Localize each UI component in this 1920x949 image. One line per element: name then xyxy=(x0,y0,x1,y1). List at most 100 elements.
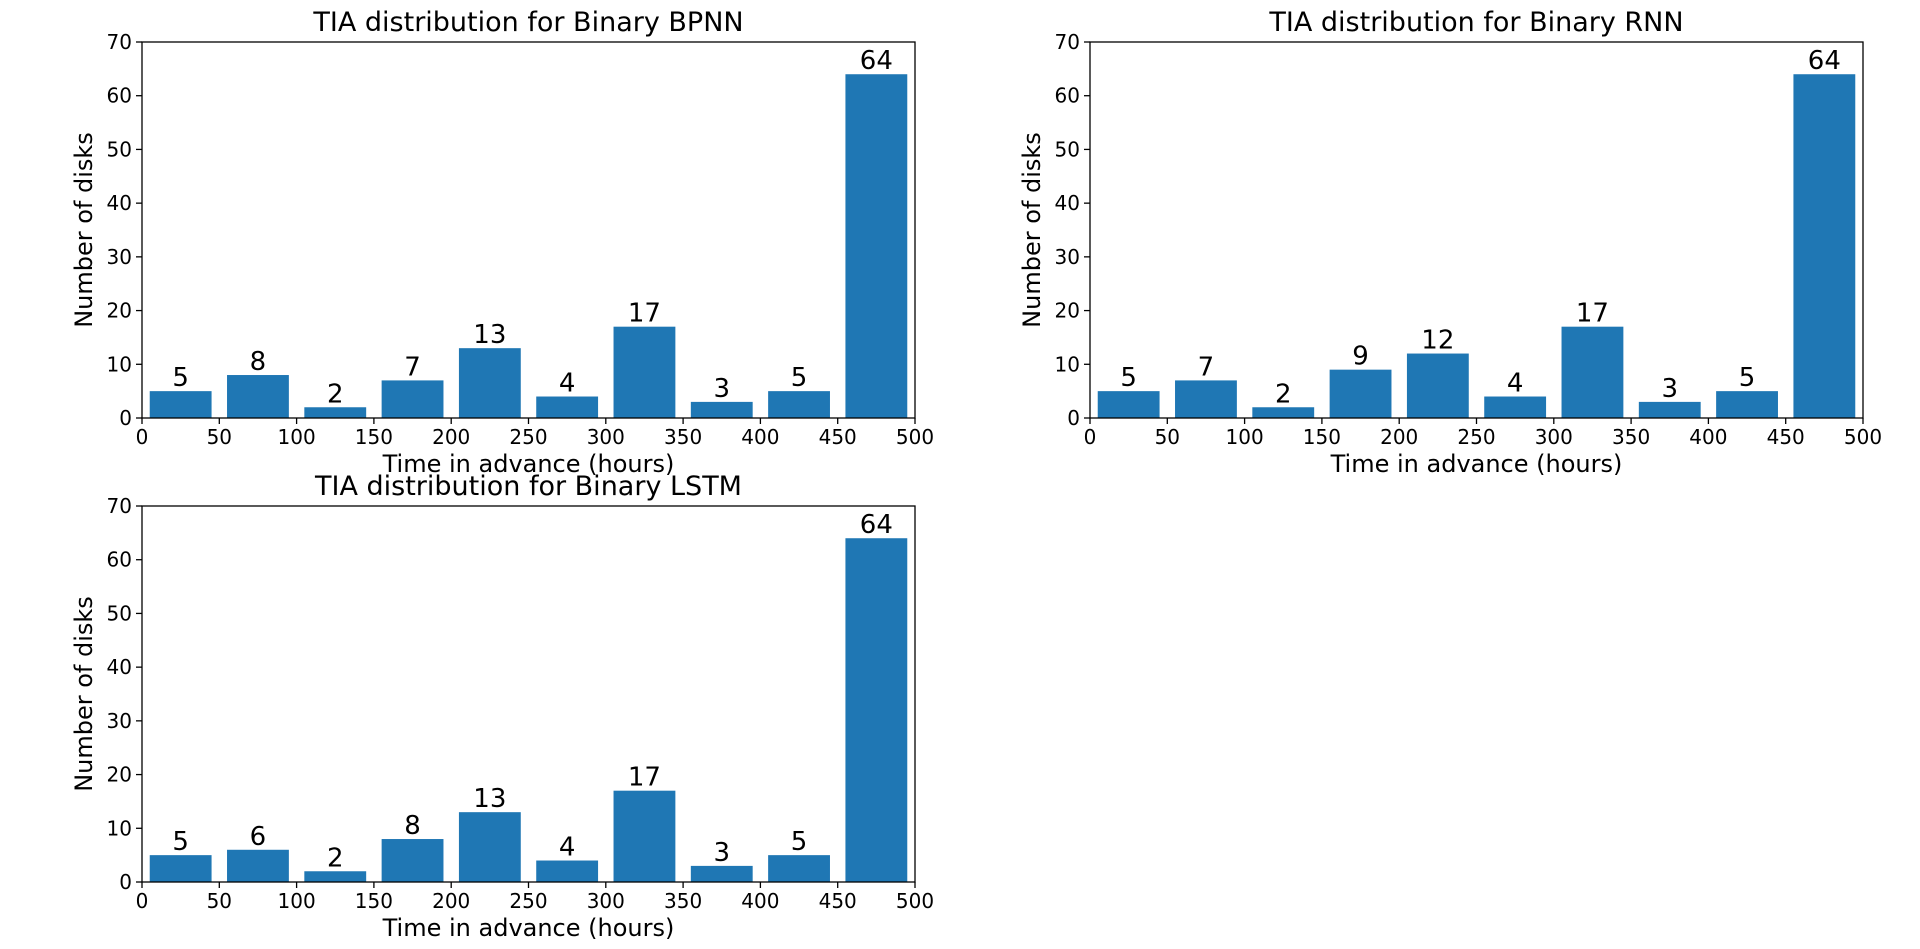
x-axis-label: Time in advance (hours) xyxy=(382,450,675,478)
bar xyxy=(613,790,676,882)
x-tick-label: 0 xyxy=(136,889,149,913)
data-label: 5 xyxy=(172,827,189,857)
y-axis-label: Number of disks xyxy=(1018,132,1046,328)
x-tick-label: 100 xyxy=(278,889,316,913)
y-tick-label: 40 xyxy=(107,191,132,215)
y-tick-label: 50 xyxy=(1055,137,1080,161)
y-tick-label: 50 xyxy=(107,137,132,161)
data-label: 5 xyxy=(1739,363,1756,393)
y-tick-label: 50 xyxy=(107,601,132,625)
y-tick-label: 60 xyxy=(107,84,132,108)
x-tick-label: 300 xyxy=(587,889,625,913)
data-label: 3 xyxy=(713,838,730,868)
bar xyxy=(536,396,599,418)
x-tick-label: 350 xyxy=(1612,425,1650,449)
x-tick-label: 500 xyxy=(896,889,934,913)
data-label: 2 xyxy=(327,379,344,409)
y-axis-label: Number of disks xyxy=(70,132,98,328)
bar xyxy=(1561,326,1624,418)
bar xyxy=(1175,380,1237,418)
data-label: 7 xyxy=(404,352,421,382)
y-tick-label: 20 xyxy=(107,299,132,323)
data-label: 4 xyxy=(559,369,576,399)
bar xyxy=(536,860,599,882)
data-label: 3 xyxy=(1661,374,1678,404)
data-label: 64 xyxy=(860,510,893,540)
y-tick-label: 30 xyxy=(107,709,132,733)
y-tick-label: 20 xyxy=(107,763,132,787)
bar xyxy=(768,855,830,882)
data-label: 8 xyxy=(404,811,421,841)
bar xyxy=(690,865,753,882)
data-label: 64 xyxy=(860,46,893,76)
x-tick-label: 100 xyxy=(278,425,316,449)
data-label: 7 xyxy=(1198,352,1215,382)
data-label: 13 xyxy=(473,784,506,814)
x-tick-label: 400 xyxy=(741,889,779,913)
bar xyxy=(1329,369,1392,418)
bar xyxy=(149,391,212,418)
bar xyxy=(845,74,908,418)
bar xyxy=(304,871,367,882)
data-label: 13 xyxy=(473,320,506,350)
y-tick-label: 30 xyxy=(107,245,132,269)
y-tick-label: 0 xyxy=(1067,406,1080,430)
data-label: 17 xyxy=(1576,299,1609,329)
bar xyxy=(1097,391,1160,418)
bar xyxy=(227,375,289,418)
x-tick-label: 50 xyxy=(1155,425,1180,449)
data-label: 12 xyxy=(1421,326,1454,356)
x-tick-label: 200 xyxy=(432,889,470,913)
x-tick-label: 300 xyxy=(1535,425,1573,449)
bar xyxy=(458,812,521,882)
data-label: 5 xyxy=(1120,363,1137,393)
x-tick-label: 450 xyxy=(819,889,857,913)
data-label: 2 xyxy=(327,843,344,873)
bar xyxy=(690,401,753,418)
bar xyxy=(1716,391,1778,418)
x-tick-label: 300 xyxy=(587,425,625,449)
x-tick-label: 450 xyxy=(1767,425,1805,449)
y-tick-label: 0 xyxy=(119,406,132,430)
x-tick-label: 150 xyxy=(355,425,393,449)
x-tick-label: 250 xyxy=(1457,425,1495,449)
bar xyxy=(845,538,908,882)
data-label: 3 xyxy=(713,374,730,404)
x-tick-label: 50 xyxy=(207,425,232,449)
data-label: 4 xyxy=(559,833,576,863)
x-tick-label: 0 xyxy=(136,425,149,449)
bar xyxy=(1484,396,1547,418)
y-tick-label: 30 xyxy=(1055,245,1080,269)
x-tick-label: 100 xyxy=(1226,425,1264,449)
x-tick-label: 150 xyxy=(355,889,393,913)
y-tick-label: 40 xyxy=(107,655,132,679)
chart-title: TIA distribution for Binary RNN xyxy=(1268,7,1683,38)
data-label: 17 xyxy=(628,763,661,793)
x-tick-label: 150 xyxy=(1303,425,1341,449)
y-tick-label: 20 xyxy=(1055,299,1080,323)
data-label: 8 xyxy=(250,347,267,377)
y-tick-label: 40 xyxy=(1055,191,1080,215)
chart-title: TIA distribution for Binary BPNN xyxy=(312,7,743,38)
x-axis-label: Time in advance (hours) xyxy=(1330,450,1623,478)
x-tick-label: 400 xyxy=(1689,425,1727,449)
data-label: 4 xyxy=(1507,369,1524,399)
x-tick-label: 200 xyxy=(432,425,470,449)
bar xyxy=(304,407,367,418)
bar xyxy=(1252,407,1315,418)
y-tick-label: 70 xyxy=(1055,30,1080,54)
x-tick-label: 50 xyxy=(207,889,232,913)
x-tick-label: 500 xyxy=(896,425,934,449)
x-axis-label: Time in advance (hours) xyxy=(382,914,675,942)
x-tick-label: 350 xyxy=(664,425,702,449)
data-label: 17 xyxy=(628,299,661,329)
data-label: 64 xyxy=(1808,46,1841,76)
bar xyxy=(458,348,521,418)
x-tick-label: 400 xyxy=(741,425,779,449)
y-tick-label: 70 xyxy=(107,494,132,518)
y-tick-label: 60 xyxy=(1055,84,1080,108)
bar xyxy=(1793,74,1856,418)
